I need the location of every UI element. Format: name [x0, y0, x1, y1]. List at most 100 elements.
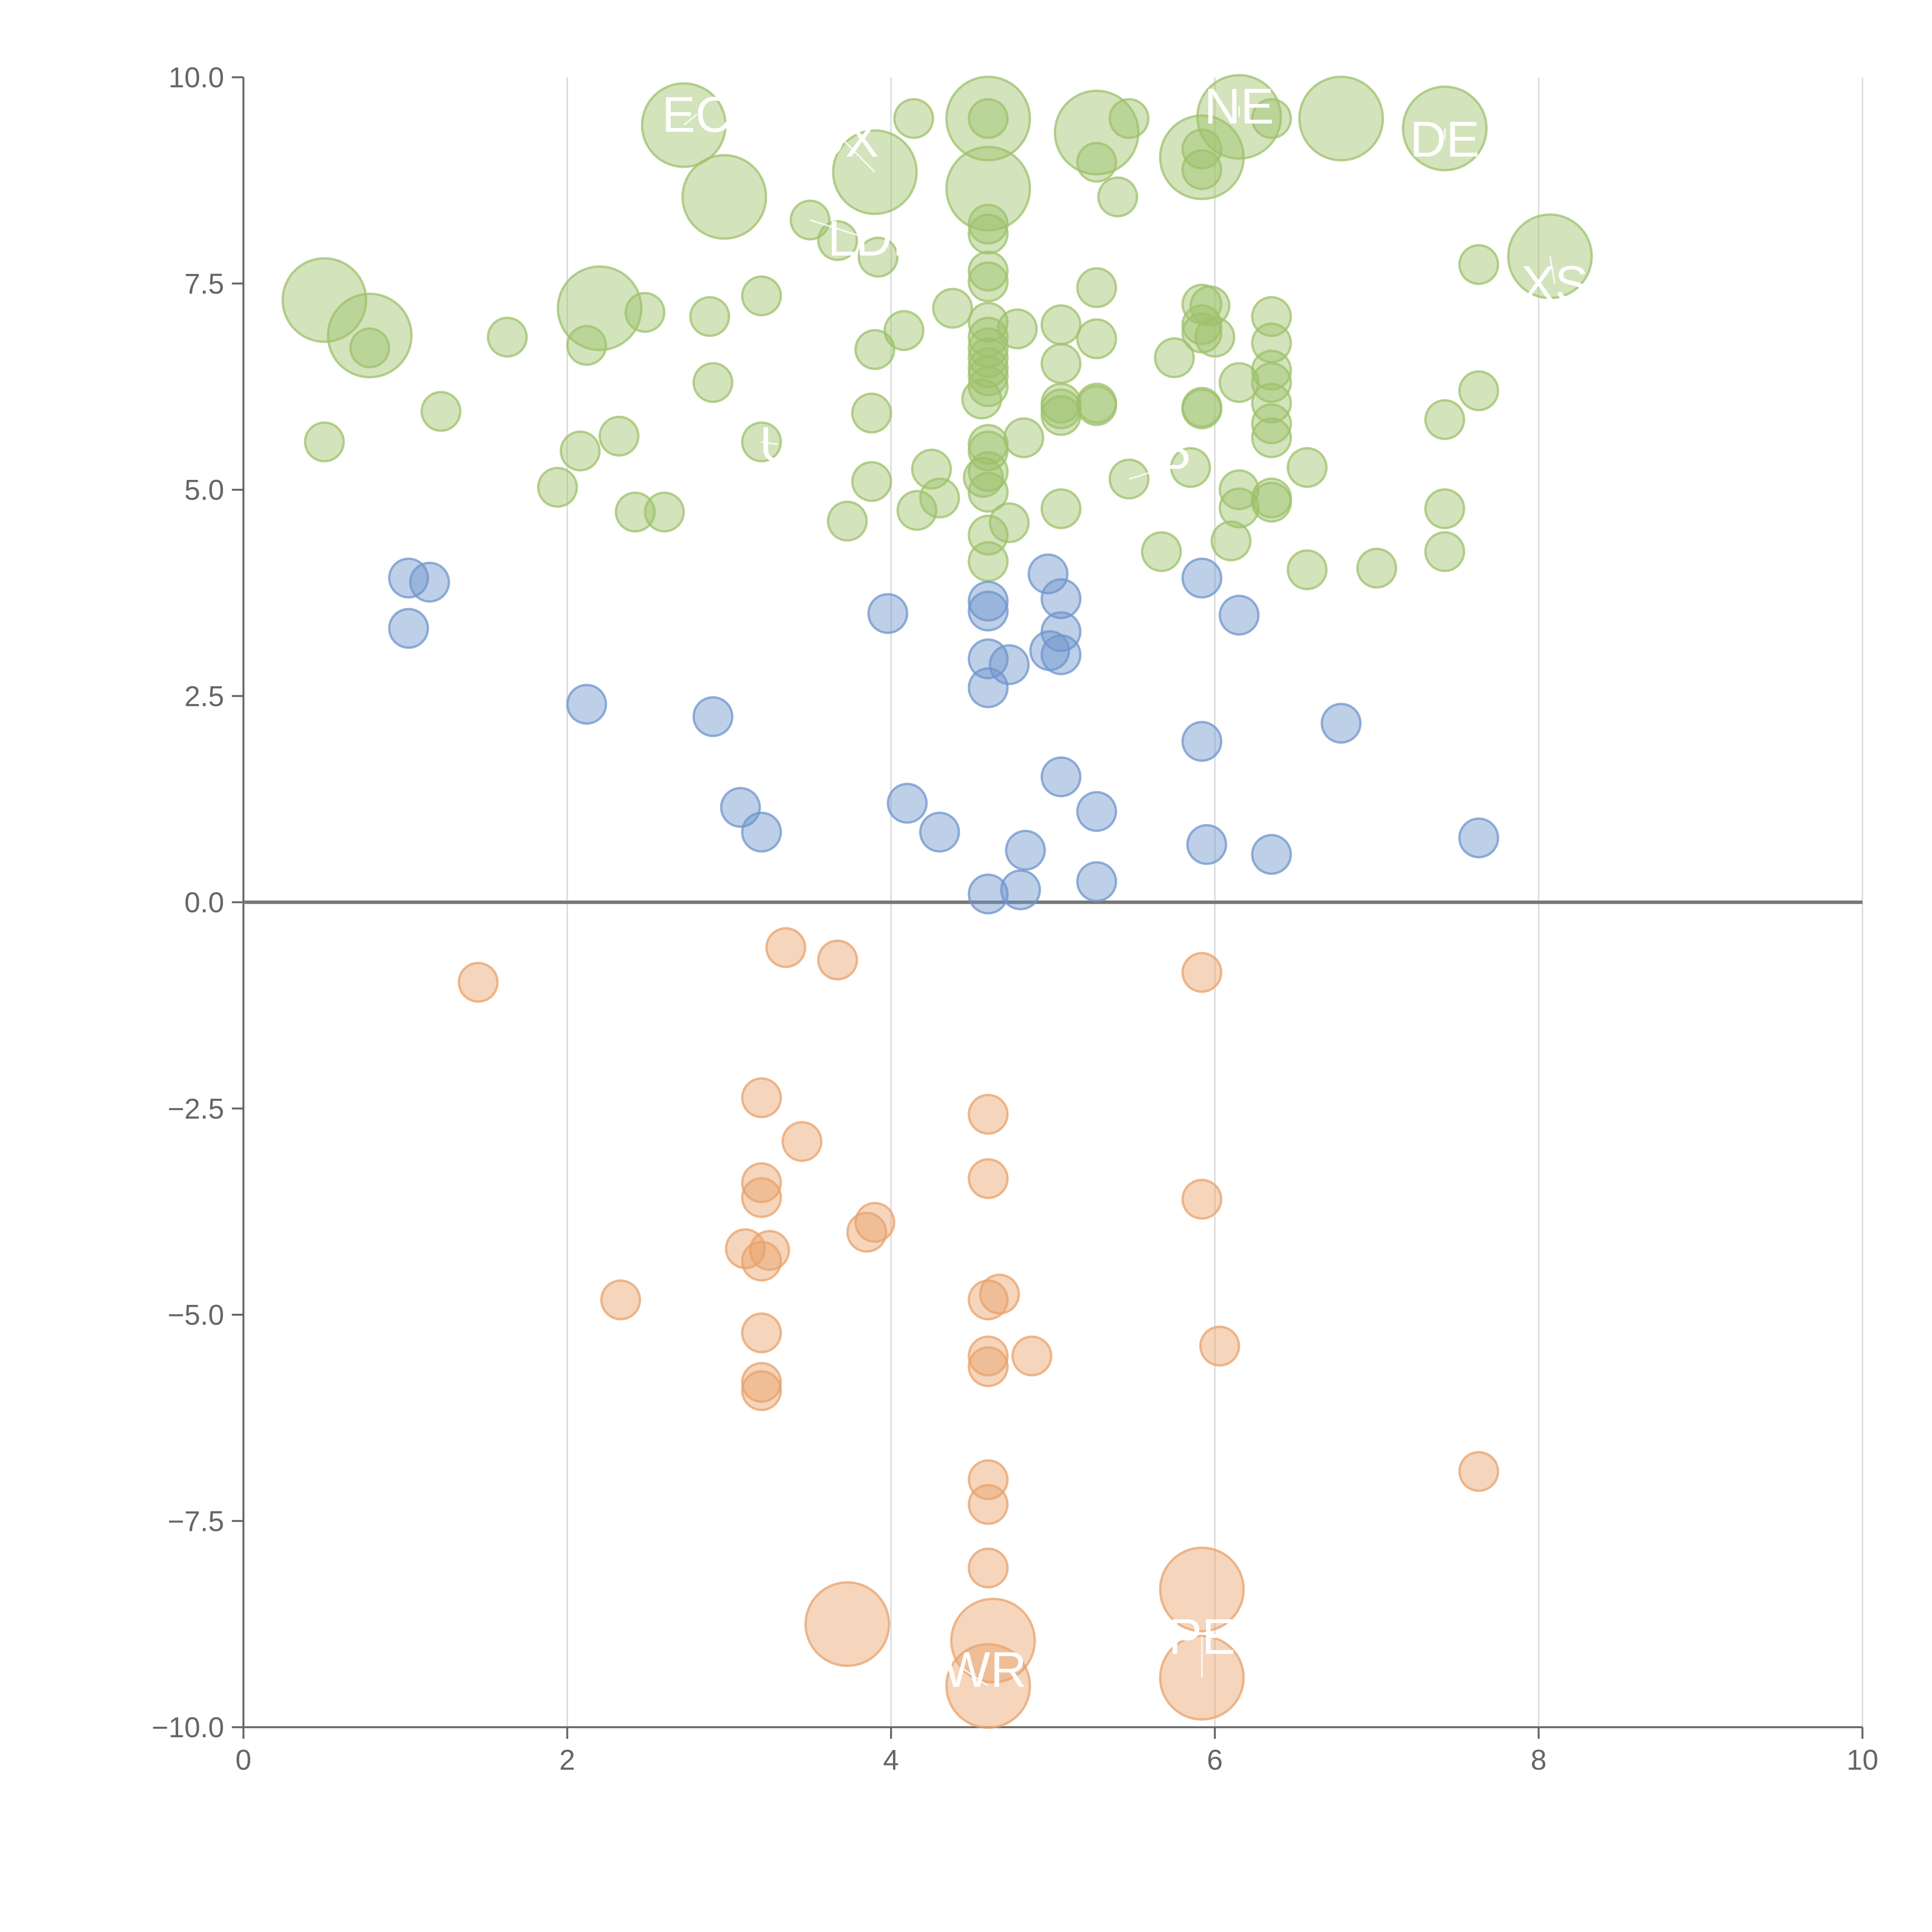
data-point	[968, 1484, 1009, 1525]
data-point	[692, 696, 734, 737]
data-point	[1181, 952, 1223, 993]
data-point	[1194, 316, 1235, 358]
data-point	[1218, 362, 1260, 403]
data-point	[851, 392, 892, 434]
data-point	[644, 492, 685, 533]
data-point	[1011, 1335, 1053, 1377]
data-point	[893, 98, 934, 139]
data-point	[968, 250, 1009, 292]
data-point	[968, 213, 1009, 255]
data-point	[968, 580, 1009, 622]
y-tick-label: 0.0	[184, 886, 224, 918]
data-point	[765, 927, 806, 968]
data-point	[1154, 337, 1195, 378]
point-label: DE	[1410, 111, 1480, 167]
x-tick-label: 0	[235, 1744, 251, 1776]
data-point	[409, 561, 450, 603]
label-leader-line	[683, 114, 697, 126]
data-point	[1286, 549, 1328, 590]
data-point	[1076, 791, 1117, 832]
label-leader-line	[1549, 256, 1556, 284]
y-tick-label: −2.5	[168, 1093, 224, 1125]
data-point	[1181, 128, 1223, 170]
data-point	[854, 329, 896, 370]
data-point	[1189, 285, 1231, 327]
data-point	[1076, 385, 1117, 426]
label-leader-line	[761, 441, 778, 446]
data-point	[968, 1158, 1009, 1199]
x-tick-label: 10	[1847, 1744, 1878, 1776]
y-tick-label: 5.0	[184, 474, 224, 506]
y-tick-label: −5.0	[168, 1299, 224, 1331]
data-point	[1458, 1451, 1499, 1492]
data-point	[968, 1335, 1009, 1377]
data-point	[1251, 362, 1292, 403]
point-label: NE	[1204, 78, 1274, 134]
axis-layer: 0 2 4 6 8 10 −10.0 −7.5 −5.0 −2.5 0.0 2.5 5.0 7.5 10.0	[152, 61, 1878, 1776]
data-point	[327, 293, 413, 379]
x-tick-label: 6	[1207, 1744, 1223, 1776]
data-point	[1040, 756, 1082, 798]
data-point	[692, 362, 734, 403]
data-point	[1076, 267, 1117, 308]
data-point	[968, 667, 1009, 708]
data-point	[867, 593, 908, 634]
data-point	[968, 430, 1009, 472]
data-point	[1218, 595, 1260, 636]
data-point	[968, 451, 1009, 492]
data-point	[919, 811, 960, 853]
data-point	[689, 296, 730, 337]
data-point	[1199, 1325, 1240, 1367]
data-point	[1027, 553, 1069, 595]
data-point	[1141, 531, 1182, 572]
data-point	[1251, 417, 1292, 458]
label-leader-line	[1129, 464, 1175, 480]
data-point	[1076, 861, 1117, 902]
data-point	[968, 1547, 1009, 1588]
data-point	[988, 502, 1030, 543]
data-point	[968, 355, 1009, 396]
data-point	[963, 457, 1004, 498]
data-point	[886, 782, 928, 824]
data-point	[961, 378, 1002, 420]
data-point	[1076, 141, 1117, 183]
data-point	[1003, 417, 1044, 458]
y-tick-label: 7.5	[184, 268, 224, 300]
data-point	[1181, 721, 1223, 762]
x-tick-label: 4	[883, 1744, 899, 1776]
data-point	[1424, 399, 1465, 440]
data-point	[1076, 318, 1117, 359]
data-point	[1040, 488, 1082, 529]
data-point	[968, 1459, 1009, 1500]
data-point	[1458, 370, 1499, 412]
data-point	[1040, 395, 1082, 436]
data-point	[1159, 1546, 1245, 1633]
data-point	[1000, 869, 1041, 910]
point-label: MWR	[901, 1641, 1027, 1698]
data-point	[919, 477, 960, 519]
y-tick-label: 10.0	[168, 61, 224, 94]
data-point	[1251, 834, 1292, 875]
data-point	[1286, 447, 1328, 488]
data-point	[741, 275, 782, 316]
data-point	[1320, 702, 1362, 744]
point-label: XS	[1521, 255, 1588, 312]
point-label: OX	[806, 111, 879, 167]
data-point	[556, 265, 643, 351]
data-point	[817, 220, 858, 261]
data-point	[979, 1274, 1020, 1315]
data-point	[1251, 481, 1292, 523]
data-point	[968, 98, 1009, 139]
data-point	[388, 557, 429, 599]
data-point	[950, 1597, 1036, 1684]
data-point	[968, 261, 1009, 303]
data-point	[817, 939, 858, 981]
data-point	[600, 1279, 641, 1321]
data-point	[614, 492, 656, 533]
data-point	[566, 684, 607, 725]
data-point	[566, 325, 607, 366]
point-label: P	[1158, 437, 1191, 493]
data-point	[968, 366, 1009, 407]
data-point	[741, 1077, 782, 1118]
